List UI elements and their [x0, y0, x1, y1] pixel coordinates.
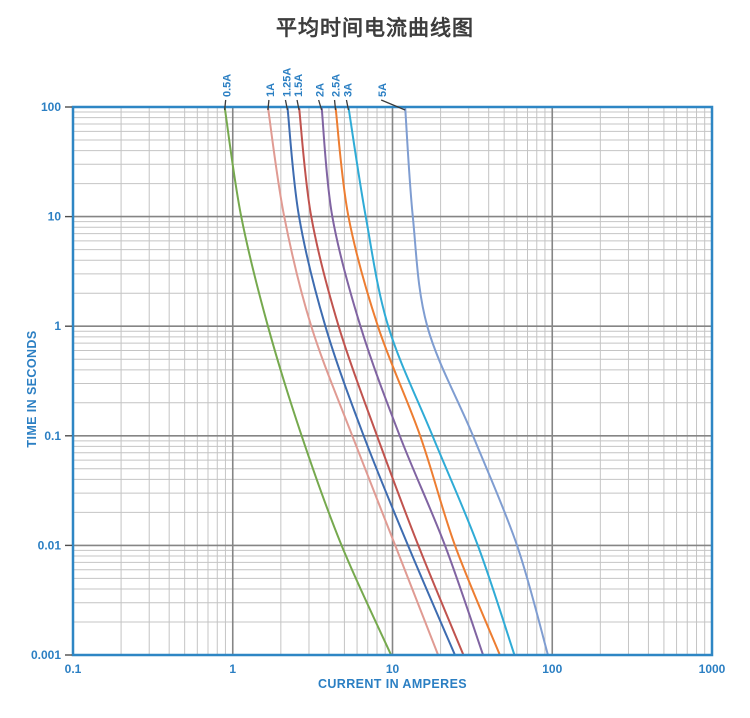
- curve-1.25A: [286, 106, 456, 656]
- curve-2.5A: [334, 106, 501, 656]
- series-label-2A: 2A: [315, 83, 327, 97]
- curve-0.5A: [223, 106, 393, 656]
- x-tick-10: 10: [386, 662, 400, 676]
- y-tick-0.001: 0.001: [31, 648, 61, 662]
- series-label-1A: 1A: [265, 83, 277, 97]
- y-tick-1: 1: [54, 319, 61, 333]
- series-label-1.5A: 1.5A: [293, 74, 305, 97]
- x-axis-title: CURRENT IN AMPERES: [318, 677, 467, 691]
- curve-2A: [320, 106, 485, 656]
- x-tick-100: 100: [542, 662, 562, 676]
- fuse-curves: [223, 106, 549, 656]
- curve-3A: [347, 106, 516, 656]
- chart-title: 平均时间电流曲线图: [276, 17, 474, 40]
- series-label-3A: 3A: [342, 83, 354, 97]
- x-tick-1000: 1000: [699, 662, 726, 676]
- curve-5A: [404, 106, 549, 656]
- series-label-2.5A: 2.5A: [331, 74, 343, 97]
- series-leader-lines: [224, 99, 406, 111]
- x-tick-1: 1: [229, 662, 236, 676]
- y-axis-title: TIME IN SECONDS: [25, 330, 39, 447]
- x-tick-0.1: 0.1: [65, 662, 82, 676]
- series-labels: 0.5A 1A 1.25A 1.5A 2A 2.5A 3A 5A: [222, 68, 389, 97]
- y-axis-ticks: [65, 106, 72, 656]
- curve-1A: [266, 106, 440, 656]
- series-label-0.5A: 0.5A: [222, 74, 234, 97]
- y-tick-0.1: 0.1: [44, 429, 61, 443]
- curve-1.5A: [298, 106, 465, 656]
- y-tick-100: 100: [41, 100, 61, 114]
- series-label-1.25A: 1.25A: [281, 68, 293, 97]
- plot-border: [71, 105, 714, 657]
- x-tick-labels: 0.1 1 10 100 1000: [65, 662, 726, 676]
- grid-major-lines: [73, 107, 712, 655]
- y-tick-10: 10: [48, 210, 62, 224]
- y-tick-labels: 100 10 1 0.1 0.01 0.001: [31, 100, 61, 662]
- series-label-5A: 5A: [377, 83, 389, 97]
- y-tick-0.01: 0.01: [38, 538, 62, 552]
